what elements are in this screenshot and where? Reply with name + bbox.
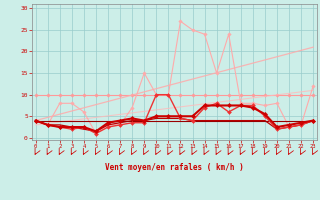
X-axis label: Vent moyen/en rafales ( km/h ): Vent moyen/en rafales ( km/h ) <box>105 163 244 172</box>
